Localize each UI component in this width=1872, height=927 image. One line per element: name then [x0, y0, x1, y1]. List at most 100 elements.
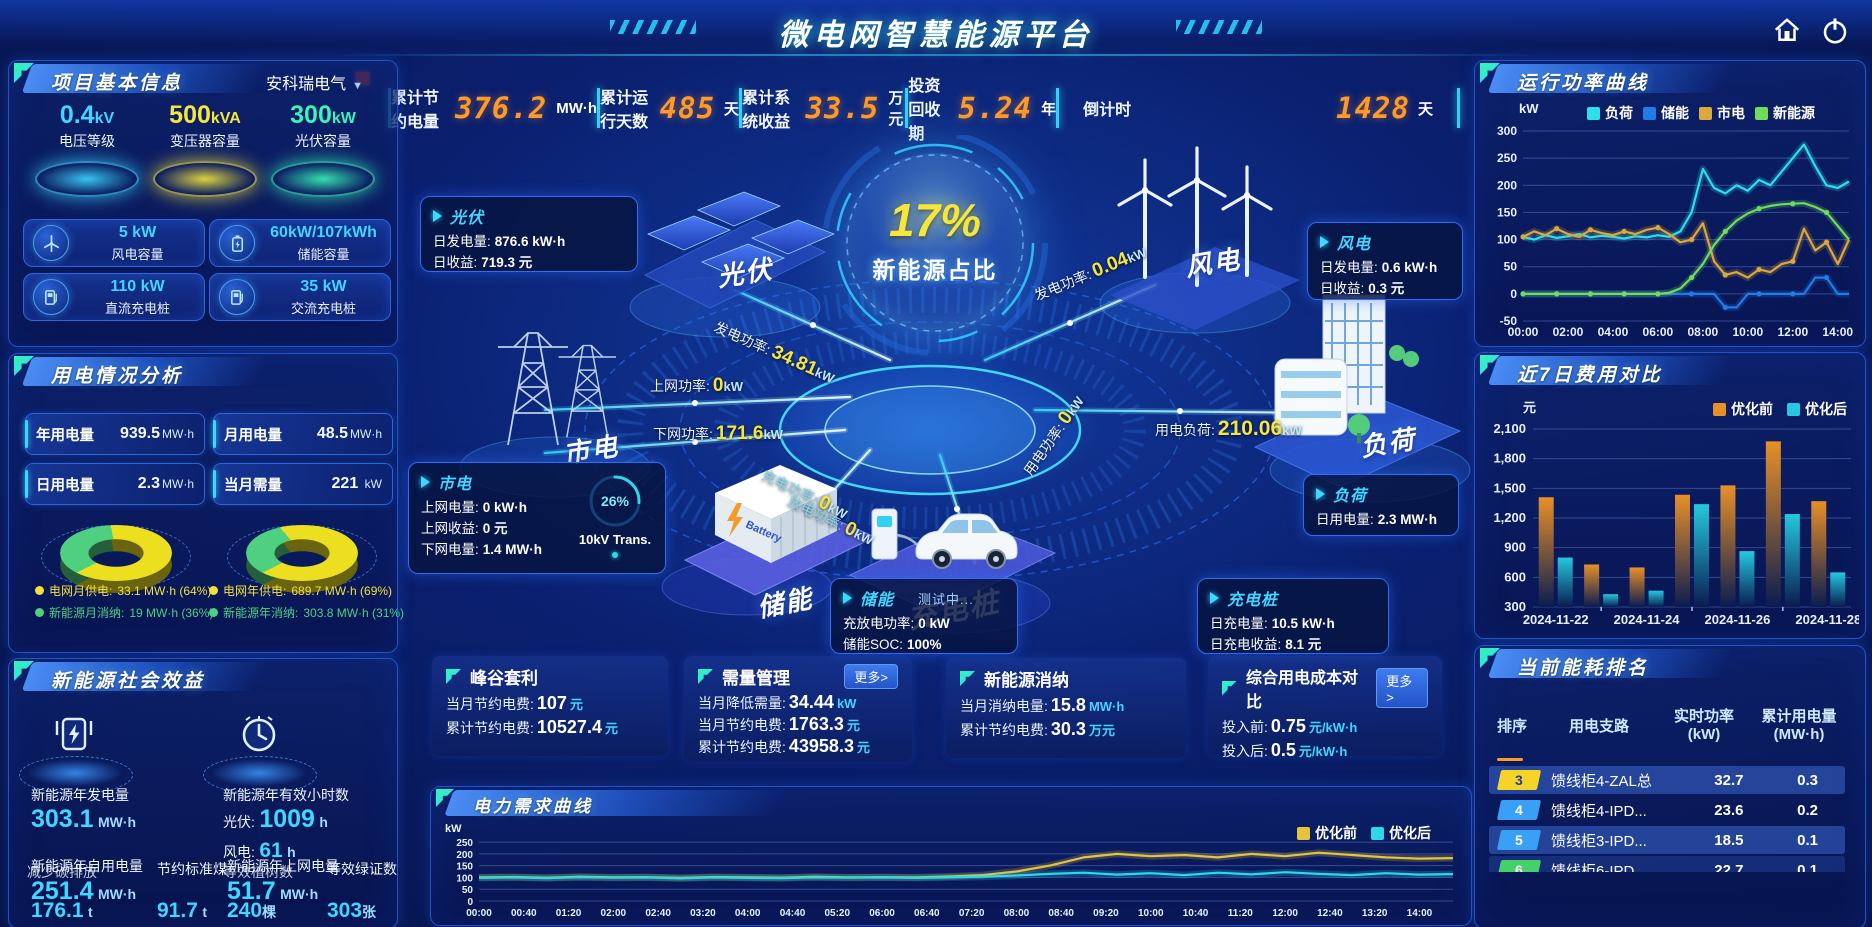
kpi-divider: [597, 88, 601, 128]
svg-text:600: 600: [1504, 569, 1526, 584]
svg-text:13:20: 13:20: [1362, 908, 1388, 919]
ranking-rows-viewport: 3 馈线柜4-ZAL总 32.7 0.3 4 馈线柜4-IPD... 23.6 …: [1489, 766, 1849, 872]
legend-item[interactable]: 优化后: [1787, 399, 1847, 419]
self-use-label: 新能源年自用电量: [31, 858, 143, 874]
carbon-value: 176.1 t: [31, 899, 93, 922]
table-row[interactable]: 4 馈线柜4-IPD... 23.6 0.2: [1489, 796, 1845, 824]
more-button[interactable]: 更多>: [844, 664, 898, 689]
coal-label: 节约标准煤: [157, 861, 227, 877]
pv-hours: 光伏: 1009 h: [223, 805, 328, 833]
legend-month-grid: 电网月供电: 33.1 MW·h (64%): [35, 582, 211, 599]
renewable-share-label: 新能源占比: [872, 257, 998, 283]
table-row[interactable]: 6 馈线柜6-IPD 22.7 0.1: [1489, 856, 1845, 872]
svg-text:00:00: 00:00: [466, 908, 492, 919]
svg-text:11:20: 11:20: [1228, 908, 1253, 919]
svg-text:100: 100: [456, 873, 473, 884]
year-usage-stat: 年用电量 939.5 MW·h: [25, 413, 205, 455]
pv-capacity-pedestal: 300kW 光伏容量: [263, 101, 383, 197]
dc-charger-icon: [33, 279, 69, 315]
flow-grid-draw: 下网功率: 171.6kW: [653, 423, 783, 444]
legend-item[interactable]: 市电: [1699, 103, 1745, 123]
year-supply-donut: [227, 499, 377, 595]
svg-text:50: 50: [462, 885, 474, 896]
home-icon[interactable]: [1772, 16, 1802, 46]
chevron-right-icon: [433, 210, 442, 222]
svg-text:50: 50: [1504, 260, 1518, 274]
storage-info-box: 储能 测试中... 充放电功率: 0 kW 储能SOC: 100%: [830, 578, 1018, 654]
power-icon[interactable]: [1820, 16, 1850, 46]
month-usage-stat: 月用电量 48.5 MW·h: [213, 413, 393, 455]
self-use-value: 251.4 MW·h: [31, 877, 137, 905]
ac-charger-stat: 35 kW 交流充电桩: [209, 273, 391, 321]
svg-text:10:00: 10:00: [1732, 325, 1763, 339]
legend-year-renewable: 新能源年消纳: 303.8 MW·h (31%): [209, 604, 404, 621]
cost-compare-header: 近7日费用对比: [1475, 353, 1865, 389]
power-curve-header: 运行功率曲线: [1475, 61, 1865, 97]
svg-text:26%: 26%: [601, 493, 630, 509]
svg-text:300: 300: [1504, 599, 1526, 614]
grid-info-box: 市电 上网电量: 0 kW·h 上网收益: 0 元 下网电量: 1.4 MW·h 26…: [408, 462, 666, 574]
center-orb: [845, 153, 1025, 333]
svg-text:01:20: 01:20: [556, 908, 582, 919]
energy-ranking-panel: 当前能耗排名 排序 用电支路 实时功率 (kW) 累计用电量 (MW·h) 3 馈线…: [1474, 645, 1866, 927]
storage-capacity-stat: 60kW/107kWh 储能容量: [209, 219, 391, 267]
page-indicator: [1497, 758, 1523, 761]
demand-curve-panel: 电力需求曲线 优化前 优化后 kW 250 200 150 100 50 0 00:00 00…: [430, 786, 1472, 926]
svg-text:02:00: 02:00: [601, 908, 627, 919]
power-curve-legend: 负荷 储能 市电 新能源: [1587, 103, 1815, 123]
legend-item[interactable]: 优化前: [1713, 399, 1773, 419]
legend-item[interactable]: 优化后: [1371, 823, 1431, 843]
card-corner-icon: [446, 669, 461, 684]
power-towers-illustration: [498, 332, 616, 446]
svg-text:900: 900: [1504, 540, 1526, 555]
chevron-right-icon: [421, 476, 430, 488]
month-supply-donut: [41, 499, 191, 595]
kpi-saved-energy: 累计节约电量 376.2 MW·h: [391, 90, 598, 131]
testing-badge: 测试中...: [918, 591, 974, 607]
legend-item[interactable]: 优化前: [1297, 823, 1357, 843]
company-select[interactable]: 安科瑞电气 ▼: [266, 76, 363, 93]
svg-text:200: 200: [456, 850, 473, 861]
kpi-divider: [739, 88, 743, 128]
project-info-header: 项目基本信息 安科瑞电气 ▼: [9, 61, 397, 97]
svg-text:1,800: 1,800: [1493, 451, 1526, 466]
carbon-label: 减少碳排放: [27, 864, 97, 880]
svg-text:05:20: 05:20: [824, 908, 850, 919]
pv-info-box: 光伏 日发电量: 876.6 kW·h 日收益: 719.3 元: [420, 196, 638, 272]
gauge-dot: [612, 552, 618, 558]
transformer-capacity-pedestal: 500kVA 变压器容量: [145, 101, 265, 197]
svg-text:00:00: 00:00: [1508, 325, 1539, 339]
kpi-divider: [1056, 88, 1060, 128]
table-row[interactable]: 5 馈线柜3-IPD... 18.5 0.1: [1489, 826, 1845, 854]
wind-turbine-icon: [33, 225, 69, 261]
col-header-power: 实时功率 (kW): [1673, 708, 1734, 743]
table-row[interactable]: 3 馈线柜4-ZAL总 32.7 0.3: [1489, 766, 1845, 794]
svg-text:1,200: 1,200: [1493, 510, 1526, 525]
project-info-panel: 项目基本信息 安科瑞电气 ▼ 0.4kV 电压等级 500kVA 变压器容量 30…: [8, 60, 398, 347]
top-header: 微电网智慧能源平台: [0, 0, 1872, 58]
coal-value: 91.7 t: [157, 899, 207, 922]
cost-compare-legend: 优化前 优化后: [1713, 399, 1847, 419]
more-button[interactable]: 更多>: [1376, 668, 1428, 708]
kpi-divider: [905, 88, 909, 128]
card-corner-icon: [1222, 680, 1237, 696]
col-header-energy: 累计用电量 (MW·h): [1761, 708, 1837, 743]
svg-text:150: 150: [1497, 205, 1517, 219]
legend-item[interactable]: 储能: [1643, 103, 1689, 123]
legend-item[interactable]: 负荷: [1587, 103, 1633, 123]
chevron-right-icon: [1316, 488, 1325, 500]
card-corner-icon: [960, 671, 975, 686]
header-glow-line: [330, 54, 1542, 56]
demand-curve-header: 电力需求曲线: [431, 787, 1471, 819]
svg-text:12:00: 12:00: [1272, 908, 1298, 919]
panel-title: 电力需求曲线: [473, 797, 593, 816]
wind-info-box: 风电 日发电量: 0.6 kW·h 日收益: 0.3 元: [1307, 222, 1463, 300]
legend-item[interactable]: 新能源: [1755, 103, 1815, 123]
svg-text:14:00: 14:00: [1407, 908, 1433, 919]
glow-ring: [35, 161, 139, 197]
demand-curve-plot: 250 200 150 100 50 0 00:00 00:40 01:20 02:00 02:40…: [437, 827, 1463, 919]
col-header-branch: 用电支路: [1569, 718, 1630, 735]
svg-text:2024-11-28: 2024-11-28: [1795, 612, 1859, 627]
usage-analysis-panel: 用电情况分析 年用电量 939.5 MW·h 月用电量 48.5 MW·h 日用电量 2.…: [8, 353, 404, 653]
